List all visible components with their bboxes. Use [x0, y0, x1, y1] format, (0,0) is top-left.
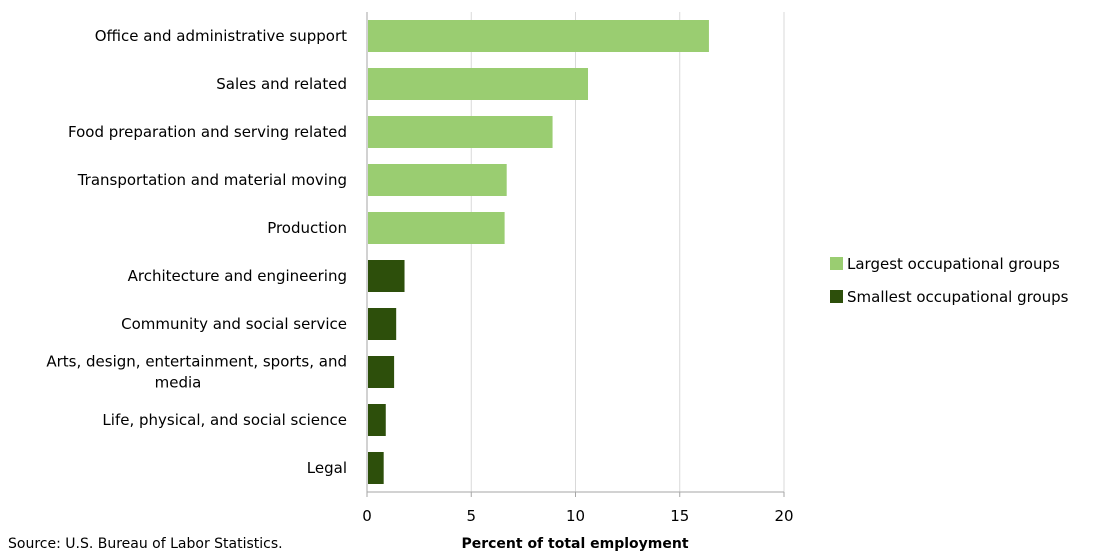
legend-swatch-smallest — [830, 290, 843, 303]
category-label: Legal — [307, 459, 347, 477]
legend-label-largest: Largest occupational groups — [847, 255, 1060, 273]
legend-swatch-largest — [830, 257, 843, 270]
category-label: Community and social service — [121, 315, 347, 333]
bar — [368, 116, 553, 148]
category-labels: Office and administrative support Sales a… — [46, 27, 347, 477]
bar — [368, 404, 386, 436]
category-label: Office and administrative support — [95, 27, 347, 45]
bar — [368, 212, 505, 244]
bar — [368, 68, 589, 100]
x-tick-label: 0 — [362, 507, 372, 525]
x-tick-labels: 0 5 10 15 20 — [362, 507, 793, 525]
category-label: Transportation and material moving — [77, 171, 347, 189]
category-label: Food preparation and serving related — [68, 123, 347, 141]
category-label: Arts, design, entertainment, sports, and… — [46, 353, 347, 392]
x-tick-label: 10 — [566, 507, 585, 525]
x-tick-label: 15 — [670, 507, 689, 525]
x-axis-title: Percent of total employment — [461, 536, 688, 552]
legend: Largest occupational groups Smallest occ… — [830, 255, 1069, 306]
bar — [368, 356, 395, 388]
source-note: Source: U.S. Bureau of Labor Statistics. — [8, 536, 283, 552]
category-label: Production — [267, 219, 347, 237]
bar — [368, 164, 507, 196]
x-tick-label: 5 — [466, 507, 476, 525]
bar — [368, 452, 384, 484]
axes — [366, 12, 785, 497]
category-label: Sales and related — [216, 75, 347, 93]
bars — [368, 20, 709, 484]
x-tick-label: 20 — [774, 507, 793, 525]
category-label: Architecture and engineering — [128, 267, 347, 285]
bar — [368, 260, 405, 292]
bar — [368, 308, 397, 340]
category-label: Life, physical, and social science — [102, 411, 347, 429]
bar — [368, 20, 709, 52]
legend-label-smallest: Smallest occupational groups — [847, 288, 1069, 306]
